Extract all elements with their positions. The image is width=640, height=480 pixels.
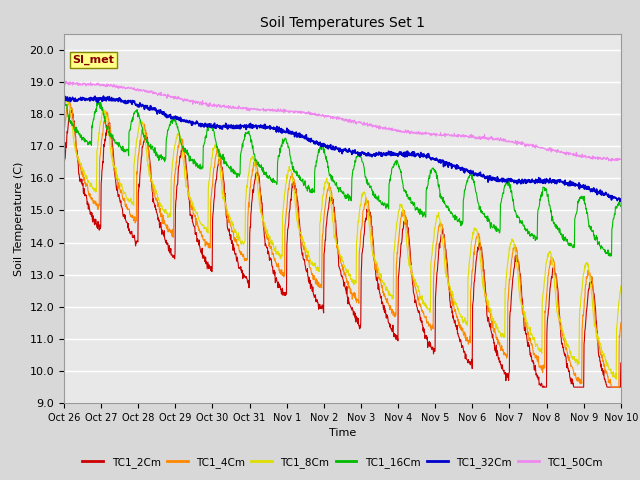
Text: SI_met: SI_met (72, 55, 114, 65)
TC1_16Cm (429, 165, 437, 171)
TC1_16Cm (246, 135, 254, 141)
Legend: TC1_2Cm, TC1_4Cm, TC1_8Cm, TC1_16Cm, TC1_32Cm, TC1_50Cm: TC1_2Cm, TC1_4Cm, TC1_8Cm, TC1_16Cm, TC1… (78, 453, 607, 472)
TC1_32Cm (100, 93, 108, 99)
TC1_2Cm (184, 187, 192, 192)
TC1_32Cm (502, 179, 509, 184)
TC1_8Cm (551, 287, 559, 292)
Line: TC1_50Cm: TC1_50Cm (64, 81, 621, 161)
TC1_4Cm (184, 193, 192, 199)
TC1_8Cm (171, 143, 179, 148)
TC1_8Cm (617, 283, 625, 289)
TC1_4Cm (60, 133, 68, 139)
TC1_4Cm (171, 172, 179, 178)
Line: TC1_32Cm: TC1_32Cm (64, 96, 621, 201)
TC1_50Cm (617, 156, 625, 162)
TC1_2Cm (502, 378, 509, 384)
TC1_8Cm (429, 240, 437, 245)
TC1_4Cm (429, 326, 437, 332)
TC1_8Cm (64, 96, 72, 101)
Line: TC1_2Cm: TC1_2Cm (64, 109, 621, 387)
TC1_16Cm (606, 253, 614, 259)
TC1_32Cm (429, 156, 437, 162)
TC1_16Cm (617, 204, 625, 209)
TC1_50Cm (607, 158, 615, 164)
TC1_50Cm (184, 97, 192, 103)
Line: TC1_16Cm: TC1_16Cm (64, 101, 621, 256)
TC1_8Cm (612, 376, 620, 382)
TC1_2Cm (67, 106, 74, 112)
TC1_50Cm (171, 96, 179, 101)
X-axis label: Time: Time (329, 429, 356, 438)
TC1_50Cm (62, 78, 70, 84)
TC1_4Cm (608, 384, 616, 390)
TC1_16Cm (502, 182, 509, 188)
TC1_4Cm (617, 320, 625, 326)
TC1_32Cm (616, 198, 624, 204)
TC1_16Cm (551, 224, 559, 229)
Line: TC1_4Cm: TC1_4Cm (64, 98, 621, 387)
TC1_2Cm (617, 360, 625, 366)
TC1_32Cm (184, 119, 192, 124)
TC1_50Cm (246, 107, 254, 112)
TC1_32Cm (246, 120, 254, 126)
Title: Soil Temperatures Set 1: Soil Temperatures Set 1 (260, 16, 425, 30)
TC1_4Cm (246, 184, 254, 190)
TC1_2Cm (552, 271, 559, 276)
Y-axis label: Soil Temperature (C): Soil Temperature (C) (14, 161, 24, 276)
TC1_2Cm (429, 346, 437, 351)
TC1_2Cm (246, 225, 254, 230)
TC1_8Cm (184, 190, 192, 195)
TC1_32Cm (551, 180, 559, 186)
TC1_4Cm (65, 96, 73, 101)
TC1_2Cm (60, 168, 68, 174)
TC1_4Cm (502, 353, 509, 359)
TC1_16Cm (184, 150, 192, 156)
TC1_4Cm (551, 271, 559, 277)
TC1_50Cm (429, 131, 437, 137)
TC1_16Cm (171, 117, 179, 122)
TC1_50Cm (551, 148, 559, 154)
TC1_8Cm (246, 158, 254, 164)
TC1_50Cm (502, 138, 509, 144)
TC1_8Cm (502, 279, 509, 285)
TC1_50Cm (60, 81, 68, 87)
TC1_32Cm (617, 197, 625, 203)
TC1_2Cm (538, 384, 546, 390)
TC1_16Cm (60, 99, 68, 105)
TC1_2Cm (171, 256, 179, 262)
TC1_8Cm (60, 102, 68, 108)
TC1_32Cm (60, 96, 68, 102)
TC1_32Cm (171, 115, 179, 121)
TC1_16Cm (61, 98, 68, 104)
Line: TC1_8Cm: TC1_8Cm (64, 98, 621, 379)
